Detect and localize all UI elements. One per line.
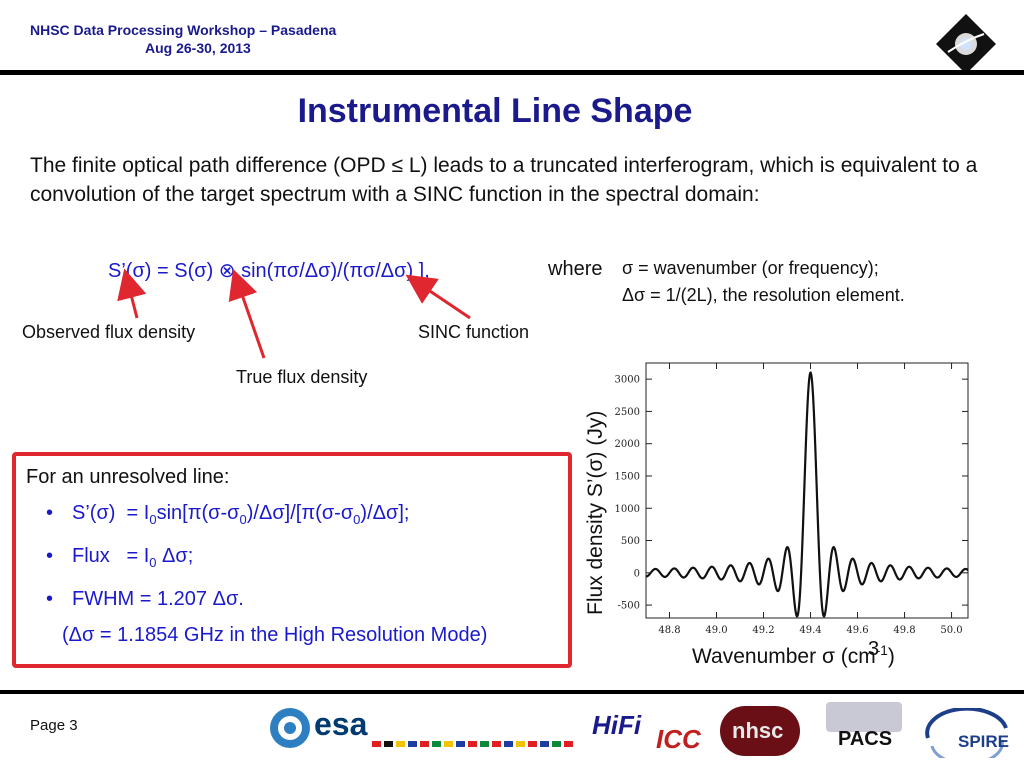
esa-text: esa bbox=[314, 706, 368, 742]
label-true-flux: True flux density bbox=[236, 367, 368, 387]
nhsc-logo: nhsc bbox=[720, 706, 800, 756]
hifi-text: HiFi bbox=[592, 710, 642, 740]
x-tick-label: 49.4 bbox=[799, 625, 821, 636]
y-tick-label: 3000 bbox=[615, 375, 640, 386]
header-title: NHSC Data Processing Workshop – Pasadena bbox=[30, 22, 337, 38]
y-tick-label: 1000 bbox=[615, 504, 640, 515]
page-label: Page 3 bbox=[30, 717, 78, 734]
arrow-observed bbox=[117, 268, 147, 319]
sinc-chart: 48.8 49.0 49.2 49.4 49.6 49.8 50.0 -500 0 500 1000… bbox=[615, 362, 969, 636]
list-item: • Flux = I0 Δσ; bbox=[46, 545, 194, 570]
where-word: where bbox=[548, 258, 603, 280]
y-tick-label: 1500 bbox=[615, 471, 640, 482]
spire-logo: SPIRE bbox=[922, 708, 1012, 758]
y-tick-label: -500 bbox=[618, 601, 640, 612]
def-resolution: Δσ = 1/(2L), the resolution element. bbox=[622, 285, 905, 305]
list-item: • S’(σ) = I0sin[π(σ-σ0)/Δσ]/[π(σ-σ0)/Δσ]; bbox=[46, 502, 410, 527]
x-tick-label: 49.8 bbox=[893, 625, 915, 636]
box-list: • S’(σ) = I0sin[π(σ-σ0)/Δσ]/[π(σ-σ0)/Δσ];… bbox=[46, 502, 409, 631]
x-tick-label: 49.2 bbox=[752, 625, 774, 636]
x-tick-label: 48.8 bbox=[658, 625, 680, 636]
header-date: Aug 26-30, 2013 bbox=[145, 40, 251, 56]
footer-rule bbox=[0, 690, 1024, 694]
box-heading: For an unresolved line: bbox=[26, 466, 230, 488]
slide-title: Instrumental Line Shape bbox=[297, 92, 693, 130]
fwhm-text: FWHM = 1.207 Δσ. bbox=[72, 588, 244, 610]
label-sinc-function: SINC function bbox=[418, 322, 530, 342]
slide-number: 3 bbox=[868, 638, 880, 660]
member-flags bbox=[372, 734, 576, 752]
chart-x-label: Wavenumber σ (cm-1) bbox=[692, 643, 895, 668]
y-tick-label: 500 bbox=[621, 536, 640, 547]
arrow-true bbox=[228, 268, 266, 359]
esa-logo: esa bbox=[268, 704, 598, 756]
y-tick-label: 0 bbox=[634, 568, 640, 579]
label-observed-flux: Observed flux density bbox=[22, 322, 196, 342]
intro-paragraph: The finite optical path difference (OPD … bbox=[30, 154, 978, 206]
def-wavenumber: σ = wavenumber (or frequency); bbox=[622, 258, 879, 278]
box-note: (Δσ = 1.1854 GHz in the High Resolution … bbox=[62, 624, 488, 646]
pacs-text: PACS bbox=[838, 728, 893, 750]
x-tick-label: 49.6 bbox=[846, 625, 868, 636]
hifi-icc-logo: HiFi ICC bbox=[592, 710, 710, 756]
spire-text: SPIRE bbox=[958, 732, 1010, 751]
sinc-curve bbox=[645, 371, 969, 618]
chart-y-label: Flux density S’(σ) (Jy) bbox=[584, 410, 607, 615]
unresolved-line-box: For an unresolved line: • S’(σ) = I0sin[π… bbox=[12, 452, 572, 668]
convolution-equation: S’(σ) = S(σ) ⊗ sin(πσ/Δσ)/(πσ/Δσ) ], bbox=[108, 260, 430, 282]
y-tick-label: 2000 bbox=[615, 439, 640, 450]
icc-text: ICC bbox=[656, 724, 701, 754]
herschel-logo bbox=[934, 12, 998, 76]
y-tick-label: 2500 bbox=[615, 407, 640, 418]
x-tick-label: 50.0 bbox=[940, 625, 962, 636]
nhsc-text: nhsc bbox=[732, 718, 784, 743]
header-rule bbox=[0, 70, 1024, 75]
x-tick-label: 49.0 bbox=[705, 625, 727, 636]
arrow-sinc bbox=[405, 274, 471, 320]
pacs-logo: PACS bbox=[816, 702, 912, 758]
list-item: • FWHM = 1.207 Δσ. bbox=[46, 588, 244, 610]
